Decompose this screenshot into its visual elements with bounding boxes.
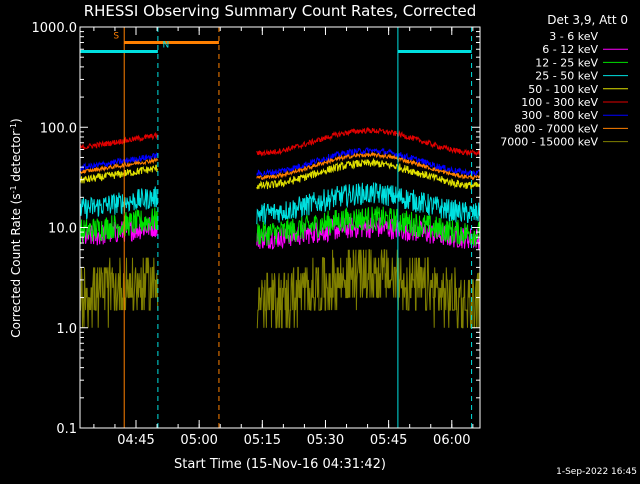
series-line-3-segment-0 <box>80 186 159 220</box>
series-line-5-segment-1 <box>256 127 480 157</box>
legend-label-4: 50 - 100 keV <box>528 83 598 96</box>
legend-label-7: 800 - 7000 keV <box>514 122 598 135</box>
plot-area: SN <box>80 27 480 428</box>
timestamp: 1-Sep-2022 16:45 <box>556 467 637 477</box>
y-tick-label: 0.1 <box>56 422 77 437</box>
legend-label-5: 100 - 300 keV <box>521 96 598 109</box>
x-tick-label: 05:00 <box>180 433 217 448</box>
series-line-4-segment-0 <box>80 164 159 184</box>
flag-label-S: S <box>113 32 119 42</box>
legend-label-2: 12 - 25 keV <box>535 56 598 69</box>
legend-label-6: 300 - 800 keV <box>521 109 598 122</box>
y-tick-label: 1.0 <box>56 322 77 337</box>
flag-label-N: N <box>163 40 170 50</box>
legend-label-1: 6 - 12 keV <box>542 43 598 56</box>
y-tick-label: 10.0 <box>48 222 77 237</box>
series-line-3-segment-1 <box>256 181 480 225</box>
x-tick-label: 06:00 <box>433 433 470 448</box>
axes: 0.1 1.0 10.0 100.0 1000.0 04:45 05:00 05:15 05:3… <box>32 21 481 448</box>
series-line-4-segment-1 <box>256 157 480 190</box>
legend-label-0: 3 - 6 keV <box>549 30 598 43</box>
x-axis-label: Start Time (15-Nov-16 04:31:42) <box>174 457 386 472</box>
y-axis-label: Corrected Count Rate (s-1 detector-1) <box>9 118 24 337</box>
series-line-2-segment-1 <box>256 206 480 246</box>
plot-series-group: SN <box>80 27 480 428</box>
chart-title: RHESSI Observing Summary Count Rates, Co… <box>84 2 477 20</box>
y-axis-label-part3: ) <box>9 118 23 123</box>
legend-label-8: 7000 - 15000 keV <box>500 136 598 149</box>
series-line-2-segment-0 <box>80 207 159 245</box>
series-line-6-segment-1 <box>256 146 480 178</box>
y-axis-label-part1: Corrected Count Rate (s <box>9 193 23 337</box>
x-tick-label: 05:15 <box>244 433 281 448</box>
series-line-7-segment-0 <box>80 157 159 175</box>
x-tick-label: 04:45 <box>117 433 154 448</box>
x-tick-label: 05:45 <box>370 433 407 448</box>
series-line-8-segment-0 <box>80 257 159 328</box>
x-tick-label: 05:30 <box>307 433 344 448</box>
legend-header: Det 3,9, Att 0 <box>547 13 628 27</box>
y-axis-label-part2: detector <box>9 131 23 186</box>
y-axis-label-sup1: -1 <box>9 185 18 193</box>
legend-label-3: 25 - 50 keV <box>535 70 598 83</box>
y-axis-label-sup2: -1 <box>9 123 18 131</box>
y-tick-label: 1000.0 <box>32 21 78 36</box>
series-line-6-segment-0 <box>80 151 159 172</box>
y-tick-label: 100.0 <box>40 121 77 136</box>
series-line-8-segment-1 <box>256 249 480 329</box>
series-line-7-segment-1 <box>256 151 480 181</box>
series-line-5-segment-0 <box>80 131 159 150</box>
